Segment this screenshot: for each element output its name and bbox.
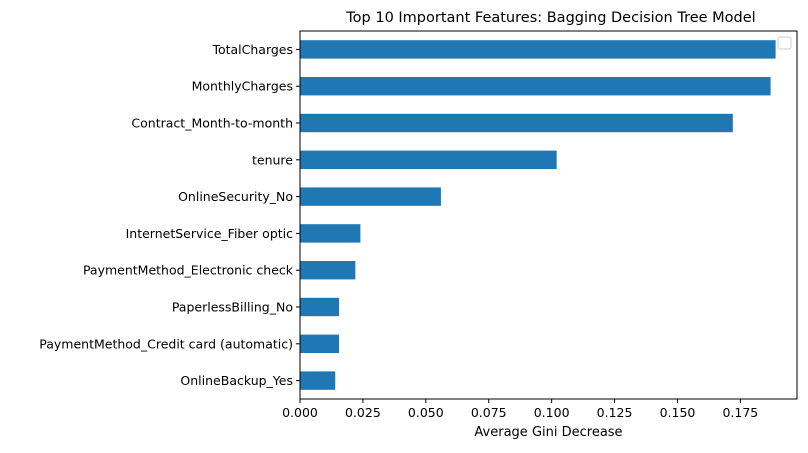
x-tick-label: 0.150 bbox=[660, 405, 696, 420]
y-tick-label: MonthlyCharges bbox=[192, 79, 293, 94]
x-tick-label: 0.100 bbox=[534, 405, 570, 420]
x-axis-label: Average Gini Decrease bbox=[474, 425, 622, 440]
x-axis-ticks: 0.000 0.025 0.050 0.075 0.100 0.125 0.150 0.175 bbox=[282, 399, 758, 420]
y-tick-label: TotalCharges bbox=[211, 42, 293, 57]
y-tick-labels: TotalCharges MonthlyCharges Contract_Month… bbox=[39, 42, 300, 388]
y-tick-label: Contract_Month-to-month bbox=[131, 116, 293, 131]
y-tick-label: InternetService_Fiber optic bbox=[126, 226, 294, 241]
x-tick-label: 0.075 bbox=[471, 405, 507, 420]
x-tick-label: 0.050 bbox=[408, 405, 444, 420]
bar bbox=[300, 187, 441, 206]
bar bbox=[300, 297, 340, 317]
bars-group bbox=[300, 40, 776, 390]
y-tick-label: PaymentMethod_Credit card (automatic) bbox=[39, 336, 293, 351]
bar bbox=[300, 334, 340, 353]
bar bbox=[300, 77, 771, 96]
y-tick-label: OnlineBackup_Yes bbox=[180, 373, 293, 388]
y-tick-label: tenure bbox=[252, 152, 293, 167]
bar bbox=[300, 113, 733, 133]
y-tick-label: PaymentMethod_Electronic check bbox=[83, 263, 294, 278]
bar bbox=[300, 371, 336, 390]
bar bbox=[300, 261, 356, 280]
x-tick-label: 0.000 bbox=[282, 405, 318, 420]
legend-box bbox=[777, 36, 792, 50]
chart-title: Top 10 Important Features: Bagging Decis… bbox=[345, 10, 755, 26]
bar bbox=[300, 150, 557, 169]
bar bbox=[300, 224, 361, 243]
plot-frame bbox=[299, 30, 798, 400]
x-tick-label: 0.125 bbox=[597, 405, 633, 420]
y-tick-label: OnlineSecurity_No bbox=[178, 189, 293, 204]
y-tick-label: PaperlessBilling_No bbox=[172, 300, 293, 315]
x-tick-label: 0.175 bbox=[722, 405, 758, 420]
x-tick-label: 0.025 bbox=[345, 405, 381, 420]
bar bbox=[300, 40, 776, 59]
